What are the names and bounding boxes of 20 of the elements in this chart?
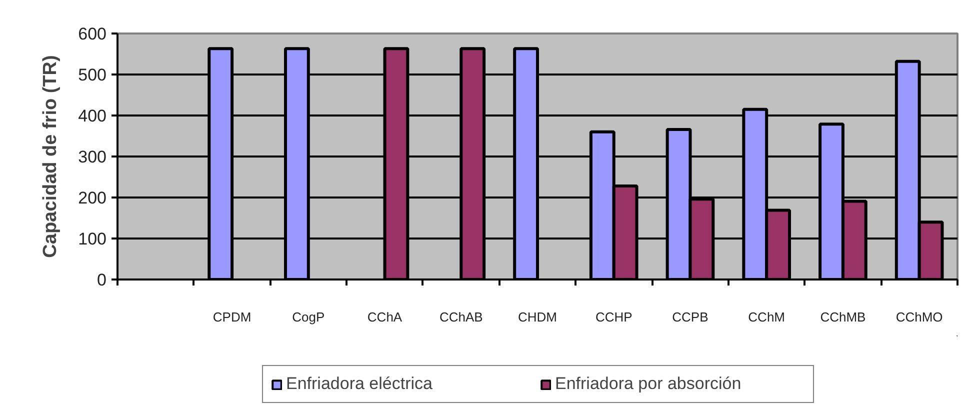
y-tick-label: 400 bbox=[78, 106, 107, 126]
x-tick-label: CChA bbox=[367, 310, 402, 324]
legend-label: Enfriadora eléctrica bbox=[286, 374, 434, 394]
x-tick-label: CogP bbox=[292, 310, 325, 324]
x-tick-label: CPDM bbox=[212, 310, 252, 324]
x-tick-label: CChAB bbox=[439, 310, 483, 324]
x-tick-label: CHDM bbox=[518, 310, 558, 324]
y-tick-label: 100 bbox=[78, 230, 107, 248]
y-tick-label: 600 bbox=[78, 24, 107, 44]
x-tick-label: CCPB bbox=[672, 310, 708, 324]
x-tick-label: CChMO bbox=[896, 310, 943, 324]
x-tick-label: CChMB bbox=[820, 310, 866, 324]
y-tick-label: 500 bbox=[78, 66, 107, 84]
y-tick-label: 200 bbox=[78, 188, 107, 208]
y-axis-title: Capacidad de frio (TR) bbox=[40, 55, 62, 258]
y-tick-label: 0 bbox=[97, 270, 107, 290]
legend-label: Enfriadora por absorción bbox=[555, 374, 742, 394]
x-tick-label: CCHP bbox=[595, 310, 632, 324]
x-tick-label: CChM bbox=[748, 310, 786, 324]
y-tick-label: 300 bbox=[78, 148, 107, 166]
